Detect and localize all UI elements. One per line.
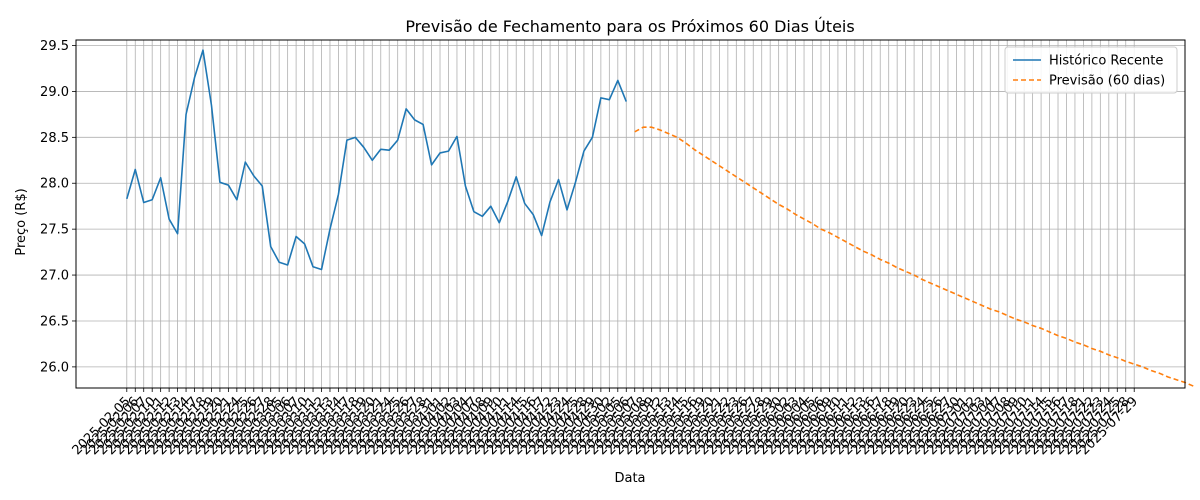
y-tick-label: 26.0 — [40, 360, 69, 375]
y-tick-label: 27.5 — [40, 223, 69, 238]
x-axis: 2025-02-052025-02-062025-02-072025-02-10… — [70, 388, 1141, 458]
series-line-historico — [126, 49, 628, 271]
legend-box — [1004, 46, 1178, 94]
plot-frame — [75, 39, 1186, 389]
legend-label: Histórico Recente — [1049, 54, 1163, 69]
y-tick-label: 26.5 — [40, 314, 69, 329]
y-tick-label: 27.0 — [40, 269, 69, 284]
y-axis: 26.0 26.5 27.0 27.5 28.0 28.5 29.0 29.5 — [40, 39, 76, 375]
chart-title: Previsão de Fechamento para os Próximos … — [405, 17, 854, 36]
y-tick-label: 28.5 — [40, 131, 69, 146]
y-axis-label: Preço (R$) — [14, 188, 29, 255]
legend-label: Previsão (60 dias) — [1049, 74, 1165, 89]
y-tick-label: 29.0 — [40, 85, 69, 100]
series-line-previsao — [634, 126, 1194, 387]
legend: Histórico Recente Previsão (60 dias) — [1004, 46, 1178, 94]
series-layer — [126, 49, 1194, 387]
y-tick-label: 28.0 — [40, 177, 69, 192]
x-axis-label: Data — [614, 471, 645, 486]
grid-layer — [76, 40, 1185, 388]
y-tick-label: 29.5 — [40, 39, 69, 54]
